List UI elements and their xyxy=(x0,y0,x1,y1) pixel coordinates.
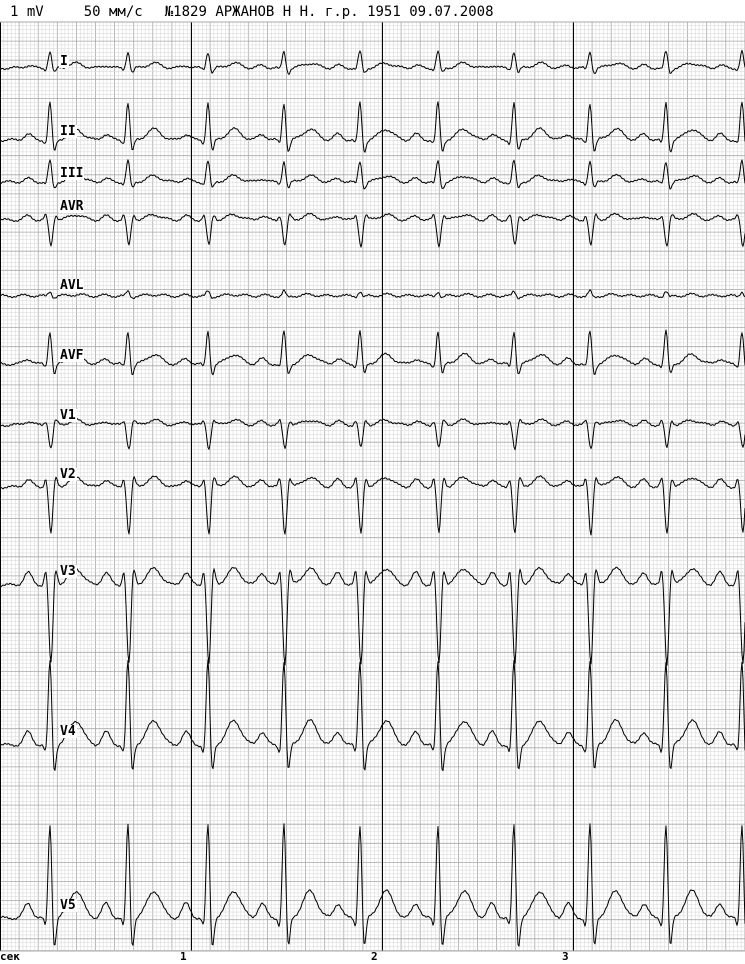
time-axis-unit: сек xyxy=(0,950,20,963)
ecg-trace-avl xyxy=(0,289,745,300)
ecg-trace-ii xyxy=(0,101,745,153)
lead-label-avf: AVF xyxy=(59,348,85,363)
paper-speed-label: 50 мм/с xyxy=(83,4,143,20)
lead-label-v2: V2 xyxy=(59,467,77,482)
calibration-label: 1 mV xyxy=(10,4,44,20)
time-tick-3: 3 xyxy=(562,950,569,963)
time-tick-2: 2 xyxy=(371,950,378,963)
ecg-trace-v2 xyxy=(0,475,745,536)
lead-label-v1: V1 xyxy=(59,408,77,423)
ecg-trace-iii xyxy=(0,159,745,190)
ecg-trace-avr xyxy=(0,212,745,248)
birth-year: г.р. 1951 xyxy=(324,4,401,20)
lead-label-ii: II xyxy=(59,124,77,139)
patient-name: АРЖАНОВ Н Н. xyxy=(215,4,317,20)
lead-label-i: I xyxy=(59,54,69,69)
lead-label-v3: V3 xyxy=(59,564,77,579)
record-number: №1829 xyxy=(164,4,207,20)
ecg-trace-avf xyxy=(0,329,745,376)
ecg-header: 1 mV 50 мм/с №1829 АРЖАНОВ Н Н. г.р. 1951 … xyxy=(10,4,494,20)
lead-label-avl: AVL xyxy=(59,278,85,293)
lead-label-avr: AVR xyxy=(59,199,85,214)
lead-label-iii: III xyxy=(59,166,85,181)
lead-label-v4: V4 xyxy=(59,724,77,739)
ecg-trace-v3 xyxy=(0,566,745,666)
ecg-trace-v1 xyxy=(0,418,745,451)
ecg-trace-v5 xyxy=(0,823,745,947)
record-date: 09.07.2008 xyxy=(409,4,494,20)
ecg-trace-v4 xyxy=(0,659,745,772)
lead-label-v5: V5 xyxy=(59,898,77,913)
ecg-trace-i xyxy=(0,49,745,75)
time-tick-1: 1 xyxy=(180,950,187,963)
